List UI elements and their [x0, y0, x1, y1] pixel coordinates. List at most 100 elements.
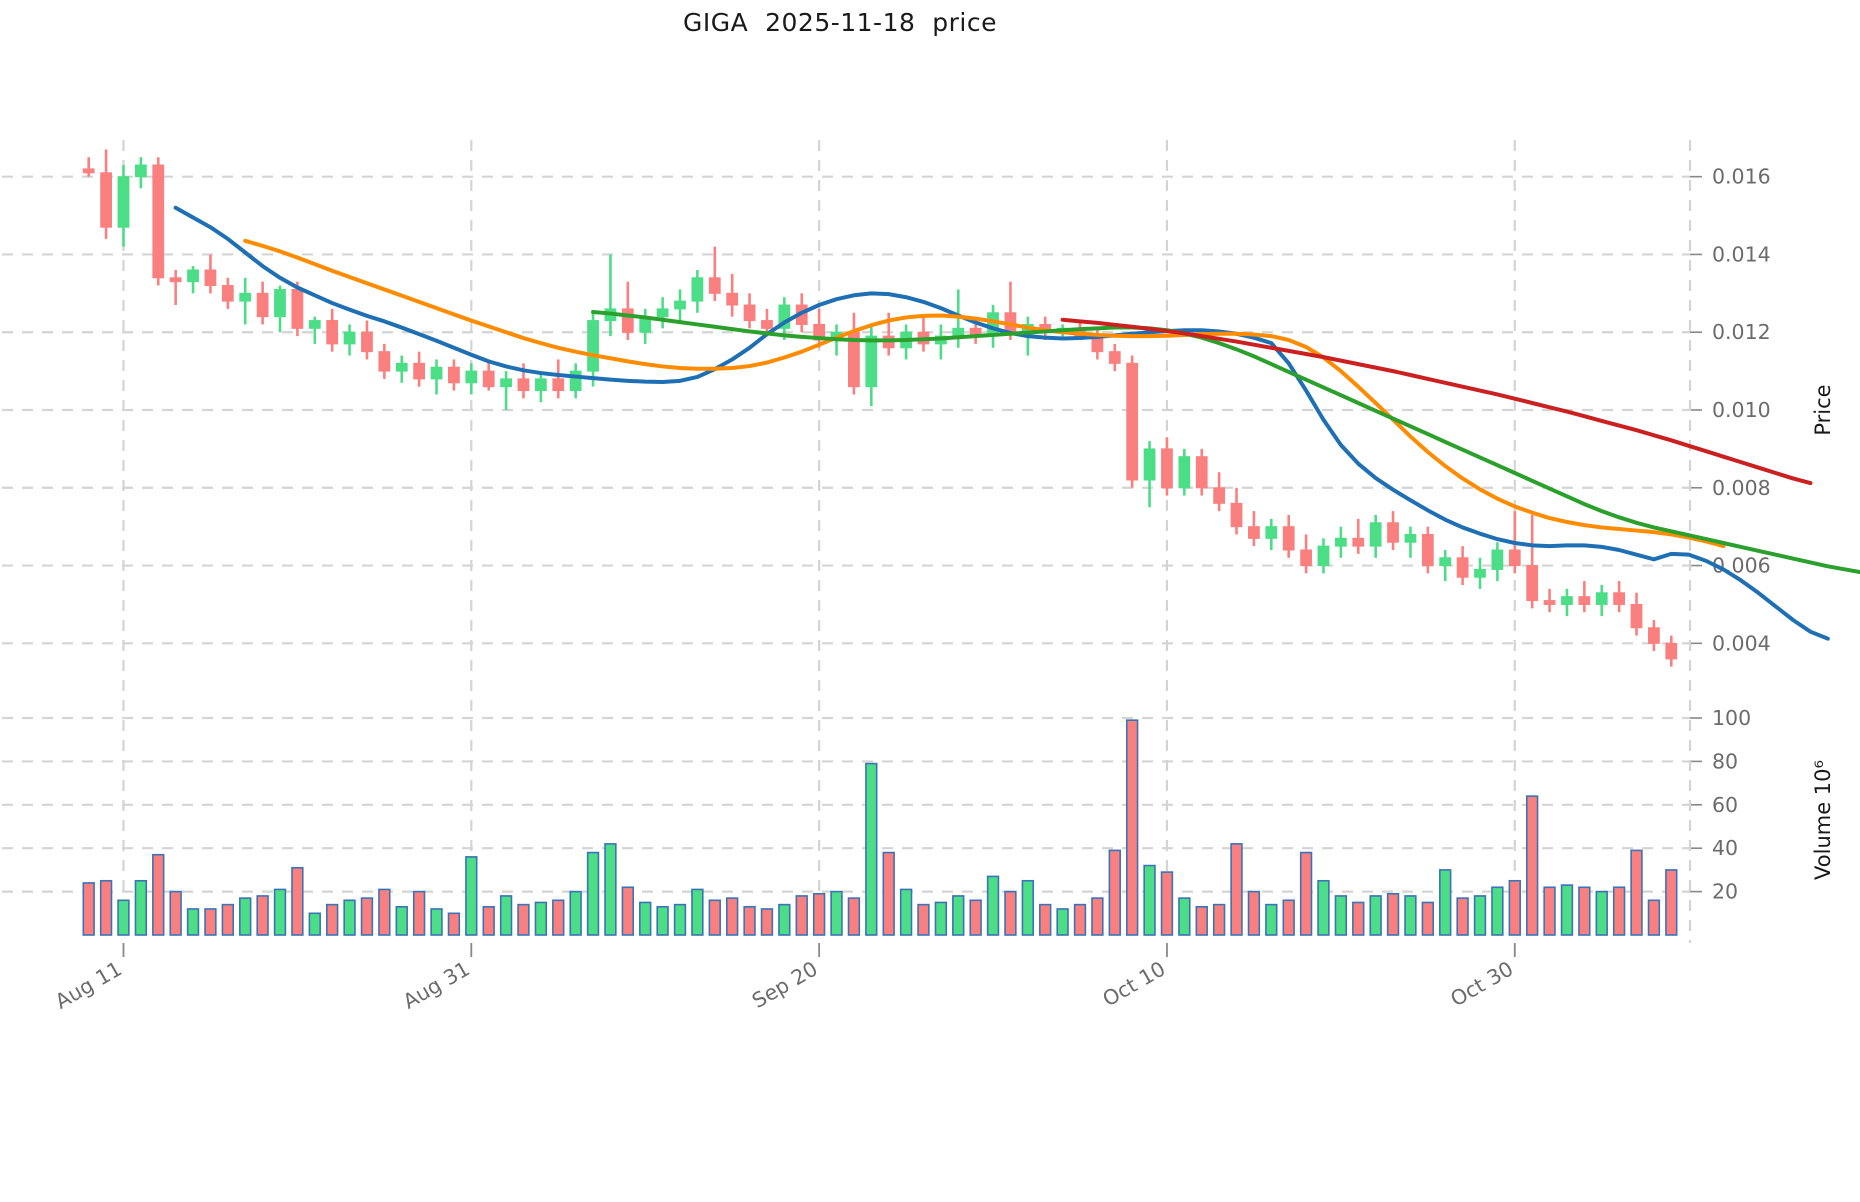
volume-bar: [378, 888, 391, 936]
volume-bar: [865, 762, 878, 936]
candle-body: [1561, 596, 1573, 605]
volume-bar: [1108, 849, 1121, 936]
volume-tick-label: 80: [1712, 749, 1738, 773]
volume-bar: [99, 879, 113, 936]
volume-bar: [1091, 897, 1104, 936]
candle-body: [413, 362, 426, 380]
volume-bar: [308, 912, 321, 936]
volume-bar: [552, 899, 565, 936]
candle-body: [378, 351, 391, 372]
volume-bar: [969, 899, 982, 936]
volume-bar: [1665, 869, 1678, 936]
volume-bar: [117, 899, 130, 936]
x-tick-label: Aug 11: [51, 957, 126, 1014]
candle-body: [1195, 456, 1208, 489]
volume-bar: [343, 899, 356, 936]
volume-bar: [1265, 903, 1278, 936]
volume-bar: [1421, 901, 1435, 936]
candle-body: [448, 366, 460, 384]
moving-average-ma-long: [591, 310, 1860, 575]
candle-body: [482, 370, 495, 388]
volume-bar: [412, 890, 426, 936]
volume-bar: [186, 908, 200, 936]
candle-body: [1108, 351, 1121, 364]
candle-body: [1334, 537, 1347, 547]
moving-average-ma-mid: [243, 238, 1726, 549]
volume-bar: [1612, 886, 1626, 936]
candle-body: [726, 292, 739, 306]
volume-bar: [778, 903, 791, 936]
candle-body: [308, 320, 321, 329]
volume-bar: [882, 851, 895, 936]
candle-body: [361, 331, 373, 353]
candle-body: [1248, 526, 1260, 539]
candle-body: [1630, 603, 1643, 629]
volume-tick-label: 40: [1712, 836, 1738, 860]
candle-body: [1404, 533, 1417, 543]
x-tick-label: Oct 10: [1099, 957, 1170, 1012]
candle-body: [221, 285, 234, 302]
candle-body: [1456, 557, 1469, 578]
candle-body: [952, 327, 965, 337]
volume-bar: [795, 895, 808, 936]
volume-bar: [1160, 871, 1174, 936]
volume-bar: [673, 903, 687, 936]
volume-bar: [1004, 890, 1017, 936]
candle-body: [204, 269, 217, 287]
volume-bar: [395, 905, 408, 936]
volume-bar: [1125, 719, 1139, 936]
volume-bar: [1247, 890, 1261, 936]
volume-bar: [204, 908, 217, 936]
volume-bar: [169, 890, 182, 936]
candle-body: [1578, 596, 1591, 605]
volume-bar: [1630, 849, 1643, 936]
volume-bar: [152, 853, 165, 936]
volume-bar: [830, 890, 843, 936]
volume-bar: [1178, 897, 1191, 936]
volume-bar: [604, 843, 617, 936]
volume-bar: [1647, 899, 1661, 936]
volume-bar: [273, 888, 287, 936]
candle-body: [326, 320, 339, 345]
candle-body: [1439, 557, 1452, 567]
volume-bar: [534, 901, 548, 936]
volume-bar: [708, 899, 721, 936]
volume-tick-label: 20: [1712, 880, 1738, 904]
volume-bar: [1386, 892, 1400, 936]
candle-body: [761, 320, 773, 329]
volume-bar: [482, 905, 495, 936]
volume-bar: [1352, 901, 1365, 936]
volume-bar: [1056, 908, 1069, 936]
candle-body: [674, 300, 686, 310]
volume-bar: [691, 888, 704, 936]
price-tick-label: 0.016: [1712, 165, 1771, 189]
volume-bar: [1473, 895, 1487, 936]
candle-body: [987, 312, 999, 337]
x-tick-label: Aug 31: [399, 957, 474, 1014]
candle-body: [100, 172, 112, 228]
volume-bar: [847, 897, 861, 936]
candle-body: [1543, 600, 1556, 605]
candle-body: [500, 378, 512, 388]
candle-body: [169, 277, 182, 283]
volume-bar: [1317, 879, 1330, 936]
moving-average-ma-short: [173, 205, 1830, 641]
volume-bar: [1212, 903, 1226, 936]
volume-bar: [1282, 899, 1295, 936]
volume-axis-label: Volume 10⁶: [1811, 760, 1835, 880]
volume-bar: [1525, 795, 1539, 936]
volume-bar: [82, 882, 95, 936]
volume-bar: [1369, 895, 1382, 936]
candle-body: [1369, 522, 1382, 547]
candle-body: [708, 277, 721, 294]
candle-body: [274, 288, 286, 318]
price-tick-label: 0.010: [1712, 398, 1771, 422]
candle-body: [1282, 526, 1295, 551]
volume-bar: [639, 901, 652, 936]
candle-body: [587, 320, 599, 372]
volume-bar: [447, 912, 461, 936]
volume-bar: [1143, 864, 1156, 936]
candle-body: [1526, 565, 1539, 602]
candle-body: [343, 331, 356, 345]
candle-body: [395, 362, 408, 372]
